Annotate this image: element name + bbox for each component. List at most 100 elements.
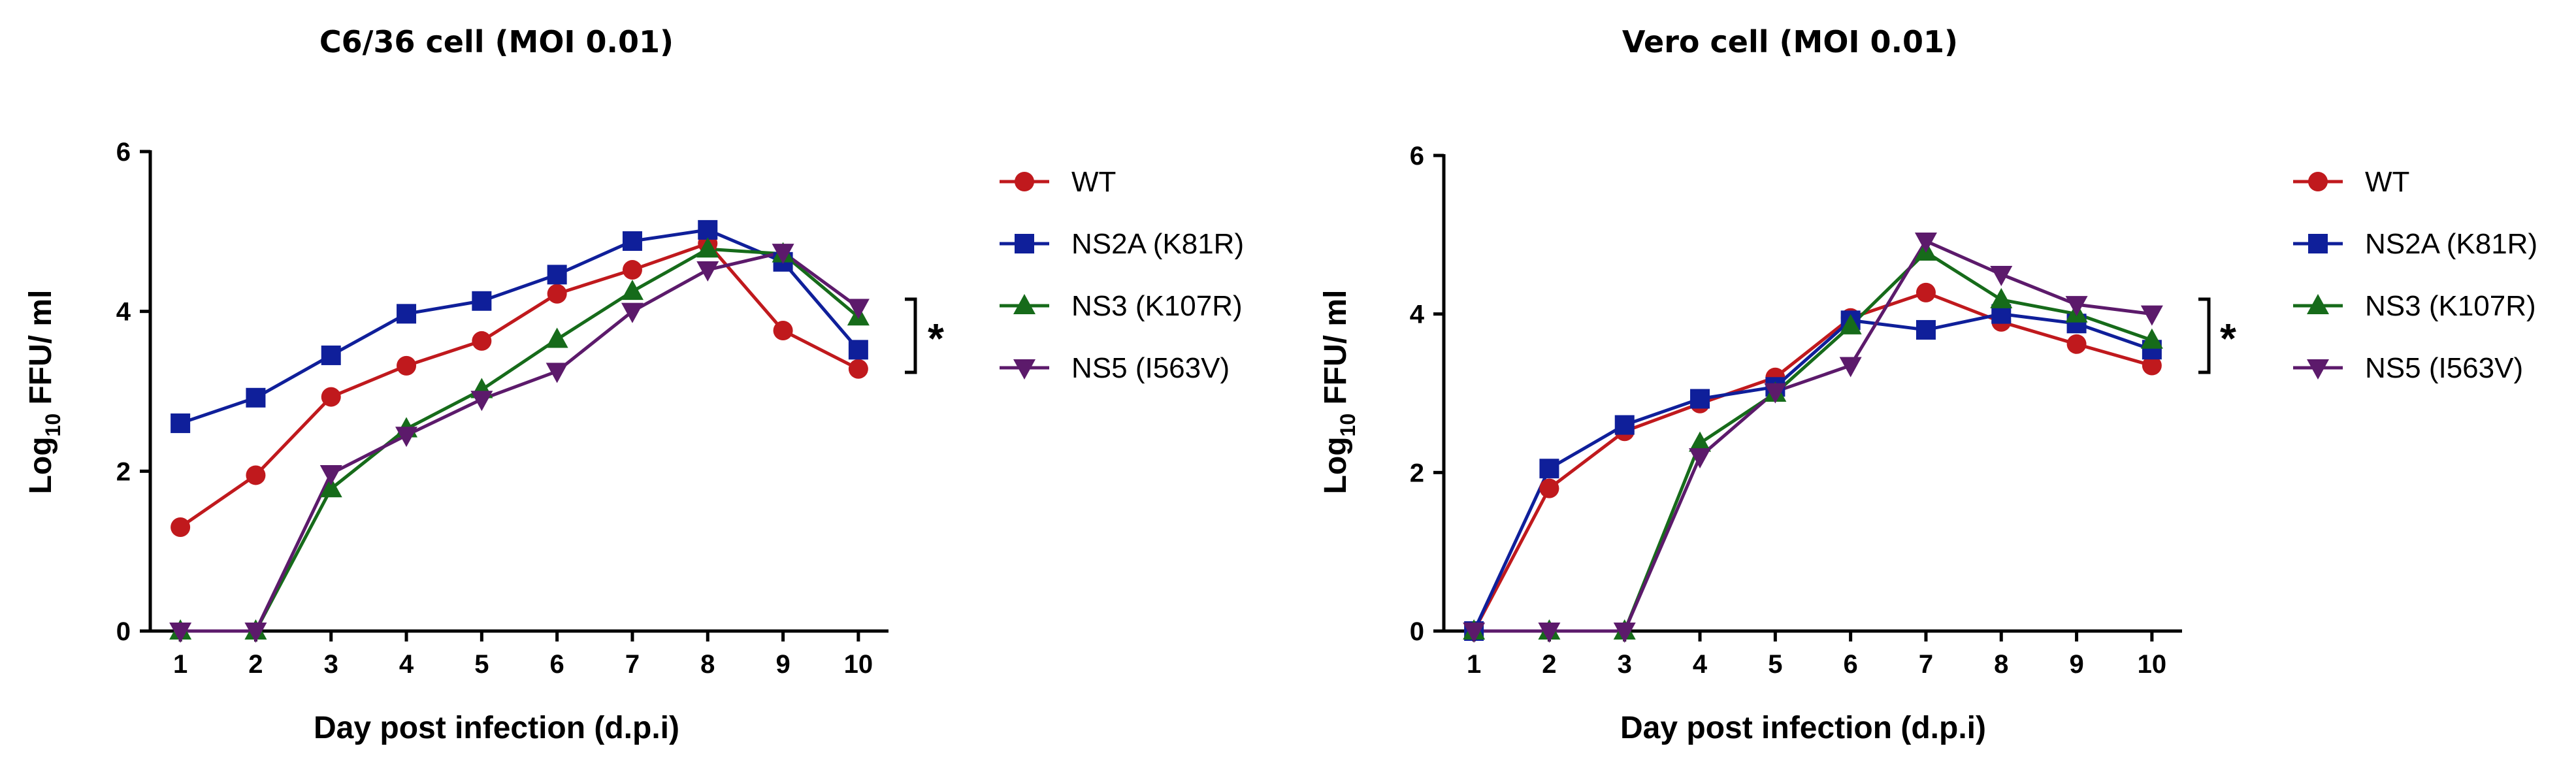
data-point-wt	[397, 355, 417, 376]
data-point-ns5-i563v	[2065, 296, 2088, 317]
series-line-wt	[1472, 291, 2153, 632]
chart-panel-vero: 0 2 4 6 1 2 3 4 5 6 7 8 9 10 WT NS2A (K81R) NS3 (K107R) N…	[1410, 142, 2537, 679]
data-point-ns5-i563v	[1914, 233, 1937, 253]
data-point-ns5-i563v	[319, 465, 342, 486]
series-line-ns2a-k81r	[180, 228, 860, 425]
y-tick-label: 4	[1410, 300, 1425, 329]
y-tick-label: 6	[116, 138, 131, 167]
series-line-ns3-k107r	[1474, 250, 2153, 633]
y-axis-title-rest: FFU/ ml	[24, 290, 58, 414]
data-point-ns5-i563v	[1463, 623, 1486, 643]
data-point-ns3-k107r	[1839, 314, 1862, 334]
data-point-ns3-k107r	[1990, 287, 2013, 308]
data-point-wt	[246, 465, 266, 485]
significance-bracket	[905, 297, 917, 374]
data-point-wt	[773, 321, 793, 341]
data-point-ns5-i563v	[2140, 305, 2163, 326]
series-line-ns3-k107r	[180, 247, 860, 633]
series-line-ns5-i563v	[1474, 239, 2153, 633]
data-point-ns5-i563v	[772, 244, 794, 265]
data-point-wt	[2066, 334, 2087, 354]
legend-marker-ns3-k107r	[2307, 294, 2329, 314]
data-point-wt	[1916, 282, 1936, 302]
data-point-ns3-k107r	[1689, 431, 1712, 452]
y-tick-label: 0	[116, 617, 131, 646]
x-axis-title-vero: Day post infection (d.p.i)	[1620, 711, 1986, 745]
significance-bracket	[2198, 297, 2211, 374]
y-axis-title-main: Log	[1318, 436, 1353, 494]
x-tick-label: 4	[1693, 650, 1708, 679]
data-point-ns2a-k81r	[698, 219, 718, 240]
x-tick-label: 6	[550, 650, 564, 679]
x-tick-label: 8	[700, 650, 715, 679]
data-point-wt	[1539, 478, 1559, 498]
legend-label-wt: WT	[1071, 166, 1116, 198]
data-point-ns2a-k81r	[1916, 319, 1936, 340]
data-point-wt	[171, 517, 191, 537]
legend-marker-ns2a-k81r	[2308, 234, 2328, 253]
data-point-wt	[848, 359, 868, 379]
data-point-ns3-k107r	[621, 280, 644, 300]
legend-marker-wt	[2308, 172, 2328, 191]
x-tick-label: 8	[1994, 650, 2008, 679]
x-tick-label: 7	[1919, 650, 1933, 679]
y-tick-label: 2	[1410, 459, 1424, 487]
data-point-ns5-i563v	[621, 302, 644, 323]
data-point-ns5-i563v	[244, 623, 267, 643]
data-point-ns2a-k81r	[1690, 389, 1710, 409]
legend-label-ns5-i563v: NS5 (I563V)	[1071, 352, 1230, 384]
x-tick-label: 9	[2069, 650, 2083, 679]
legend-marker-ns2a-k81r	[1015, 234, 1034, 253]
data-point-ns5-i563v	[696, 261, 719, 282]
x-tick-label: 2	[1542, 650, 1556, 679]
data-point-ns5-i563v	[1538, 623, 1561, 643]
data-point-wt	[472, 331, 492, 351]
data-point-ns5-i563v	[1839, 357, 1862, 378]
data-point-ns2a-k81r	[321, 345, 341, 365]
legend-marker-ns5-i563v	[2307, 359, 2329, 380]
x-tick-label: 1	[1467, 650, 1481, 679]
data-point-ns5-i563v	[1689, 448, 1712, 469]
x-tick-label: 10	[844, 650, 873, 679]
y-axis-title-c636: Log10 FFU/ ml	[24, 290, 65, 495]
legend-label-ns3-k107r: NS3 (K107R)	[2365, 290, 2536, 322]
x-tick-label: 7	[625, 650, 640, 679]
significance-star: *	[928, 315, 944, 362]
series-line-ns2a-k81r	[1472, 312, 2153, 632]
data-point-ns5-i563v	[470, 391, 493, 412]
x-tick-label: 4	[399, 650, 414, 679]
chart-title-vero: Vero cell (MOI 0.01)	[1622, 24, 1958, 59]
y-axis-title-sub: 10	[1336, 414, 1360, 437]
x-tick-label: 3	[324, 650, 338, 679]
y-axis-title-vero: Log10 FFU/ ml	[1318, 290, 1360, 495]
series-line-ns5-i563v	[180, 250, 860, 633]
data-point-wt	[547, 284, 567, 304]
data-point-ns5-i563v	[395, 427, 418, 447]
data-point-ns5-i563v	[169, 623, 192, 643]
data-point-ns5-i563v	[847, 299, 870, 319]
chart-title-c636: C6/36 cell (MOI 0.01)	[319, 24, 674, 59]
x-tick-label: 9	[775, 650, 790, 679]
data-point-ns5-i563v	[1764, 383, 1787, 404]
data-point-wt	[622, 260, 642, 280]
data-point-ns2a-k81r	[547, 265, 567, 285]
data-point-ns2a-k81r	[1539, 459, 1559, 479]
y-tick-label: 4	[116, 298, 131, 327]
legend-label-ns2a-k81r: NS2A (K81R)	[2365, 228, 2537, 260]
legend-label-ns2a-k81r: NS2A (K81R)	[1071, 228, 1244, 260]
data-point-ns2a-k81r	[622, 231, 642, 252]
chart-panel-c636: 0 2 4 6 1 2 3 4 5 6 7 8 9 10 WT NS2A (K81R) NS3 (K107R) N…	[116, 138, 1244, 679]
legend-label-wt: WT	[2365, 166, 2409, 198]
data-point-ns2a-k81r	[848, 340, 868, 360]
y-axis-title-rest: FFU/ ml	[1318, 290, 1353, 414]
legend-marker-ns3-k107r	[1013, 294, 1035, 314]
series-line-wt	[179, 242, 860, 529]
data-point-ns2a-k81r	[246, 387, 266, 408]
data-point-ns2a-k81r	[171, 413, 191, 433]
y-axis-title-sub: 10	[41, 414, 65, 437]
data-point-ns5-i563v	[1613, 623, 1636, 643]
y-axis-title-main: Log	[24, 436, 58, 494]
y-tick-label: 0	[1410, 617, 1424, 646]
data-point-wt	[2142, 355, 2162, 376]
